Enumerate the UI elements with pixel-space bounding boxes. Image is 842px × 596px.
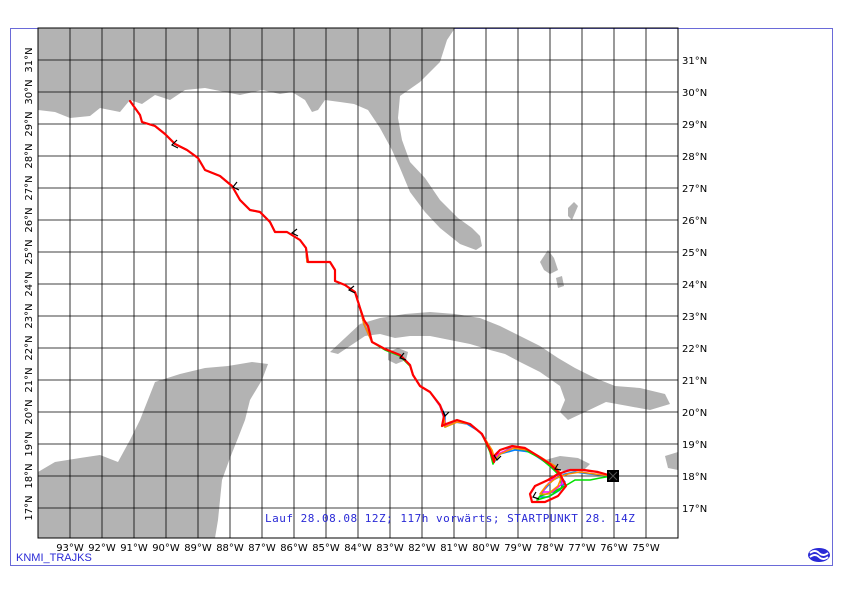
latitude-label: 23°N bbox=[24, 303, 35, 328]
direction-arrow-icon bbox=[532, 491, 540, 500]
longitude-label: 81°W bbox=[440, 543, 468, 554]
direction-arrow-icon bbox=[554, 463, 562, 471]
latitude-label: 27°N bbox=[24, 175, 35, 200]
latitude-label: 20°N bbox=[24, 399, 35, 424]
bahamas-island-3 bbox=[556, 276, 564, 288]
direction-arrow-icon bbox=[170, 139, 179, 149]
latitude-label: 21°N bbox=[682, 376, 707, 387]
latitude-label: 29°N bbox=[24, 111, 35, 136]
longitude-label: 87°W bbox=[248, 543, 276, 554]
hispaniola-landmass bbox=[665, 452, 678, 470]
longitude-label: 86°W bbox=[280, 543, 308, 554]
latitude-label: 20°N bbox=[682, 408, 707, 419]
latitude-labels-left: 31°N 30°N 29°N 28°N 27°N 26°N 25°N 24°N 23°N 22°N… bbox=[24, 47, 35, 520]
latitude-label: 18°N bbox=[24, 463, 35, 488]
knmi-logo-icon bbox=[808, 548, 830, 562]
direction-arrow-icon bbox=[232, 181, 240, 191]
latitude-label: 30°N bbox=[24, 79, 35, 104]
latitude-label: 26°N bbox=[24, 207, 35, 232]
longitude-label: 93°W bbox=[56, 543, 84, 554]
direction-arrow-icon bbox=[493, 454, 502, 461]
latitude-label: 22°N bbox=[24, 335, 35, 360]
longitude-label: 90°W bbox=[152, 543, 180, 554]
latitude-label: 19°N bbox=[24, 431, 35, 456]
longitude-label: 79°W bbox=[504, 543, 532, 554]
latitude-label: 24°N bbox=[24, 271, 35, 296]
longitude-label: 76°W bbox=[600, 543, 628, 554]
latitude-label: 31°N bbox=[24, 47, 35, 72]
longitude-label: 88°W bbox=[216, 543, 244, 554]
direction-arrow-icon bbox=[398, 352, 407, 361]
latitude-label: 26°N bbox=[682, 216, 707, 227]
longitude-label: 84°W bbox=[344, 543, 372, 554]
latitude-label: 25°N bbox=[24, 239, 35, 264]
direction-arrows bbox=[170, 139, 562, 500]
latitude-label: 22°N bbox=[682, 344, 707, 355]
latitude-label: 31°N bbox=[682, 56, 707, 67]
latitude-label: 30°N bbox=[682, 88, 707, 99]
direction-arrow-icon bbox=[290, 228, 299, 237]
latitude-label: 24°N bbox=[682, 280, 707, 291]
longitude-labels: 93°W 92°W 91°W 90°W 89°W 88°W 87°W 86°W 85°W 84°W… bbox=[56, 543, 660, 554]
latitude-label: 18°N bbox=[682, 472, 707, 483]
longitude-label: 85°W bbox=[312, 543, 340, 554]
longitude-label: 78°W bbox=[536, 543, 564, 554]
longitude-label: 77°W bbox=[568, 543, 596, 554]
latitude-label: 23°N bbox=[682, 312, 707, 323]
run-info-text: Lauf 28.08.08 12Z; 117h vorwärts; STARTP… bbox=[265, 512, 636, 525]
latitude-label: 17°N bbox=[24, 495, 35, 520]
longitude-label: 91°W bbox=[120, 543, 148, 554]
bahamas-island-2 bbox=[540, 250, 558, 274]
longitude-label: 80°W bbox=[472, 543, 500, 554]
latitude-label: 25°N bbox=[682, 248, 707, 259]
latitude-label: 19°N bbox=[682, 440, 707, 451]
latitude-label: 28°N bbox=[682, 152, 707, 163]
latitude-label: 27°N bbox=[682, 184, 707, 195]
direction-arrow-icon bbox=[347, 285, 356, 294]
yucatan-landmass bbox=[38, 362, 268, 538]
longitude-label: 89°W bbox=[184, 543, 212, 554]
plot-border bbox=[37, 27, 679, 539]
cuba-landmass bbox=[330, 312, 670, 420]
graticule bbox=[38, 28, 678, 538]
latitude-label: 17°N bbox=[682, 504, 707, 515]
us-florida-landmass bbox=[38, 28, 482, 250]
longitude-label: 75°W bbox=[632, 543, 660, 554]
latitude-label: 28°N bbox=[24, 143, 35, 168]
latitude-labels-right: 31°N 30°N 29°N 28°N 27°N 26°N 25°N 24°N 23°N 22°N… bbox=[682, 56, 707, 515]
direction-arrow-icon bbox=[442, 410, 450, 418]
footer-product-label: KNMI_TRAJKS bbox=[16, 552, 92, 564]
bahamas-island-1 bbox=[568, 202, 578, 220]
start-point-square-icon bbox=[607, 470, 619, 482]
latitude-label: 29°N bbox=[682, 120, 707, 131]
latitude-label: 21°N bbox=[24, 367, 35, 392]
longitude-label: 83°W bbox=[376, 543, 404, 554]
longitude-label: 92°W bbox=[88, 543, 116, 554]
longitude-label: 82°W bbox=[408, 543, 436, 554]
